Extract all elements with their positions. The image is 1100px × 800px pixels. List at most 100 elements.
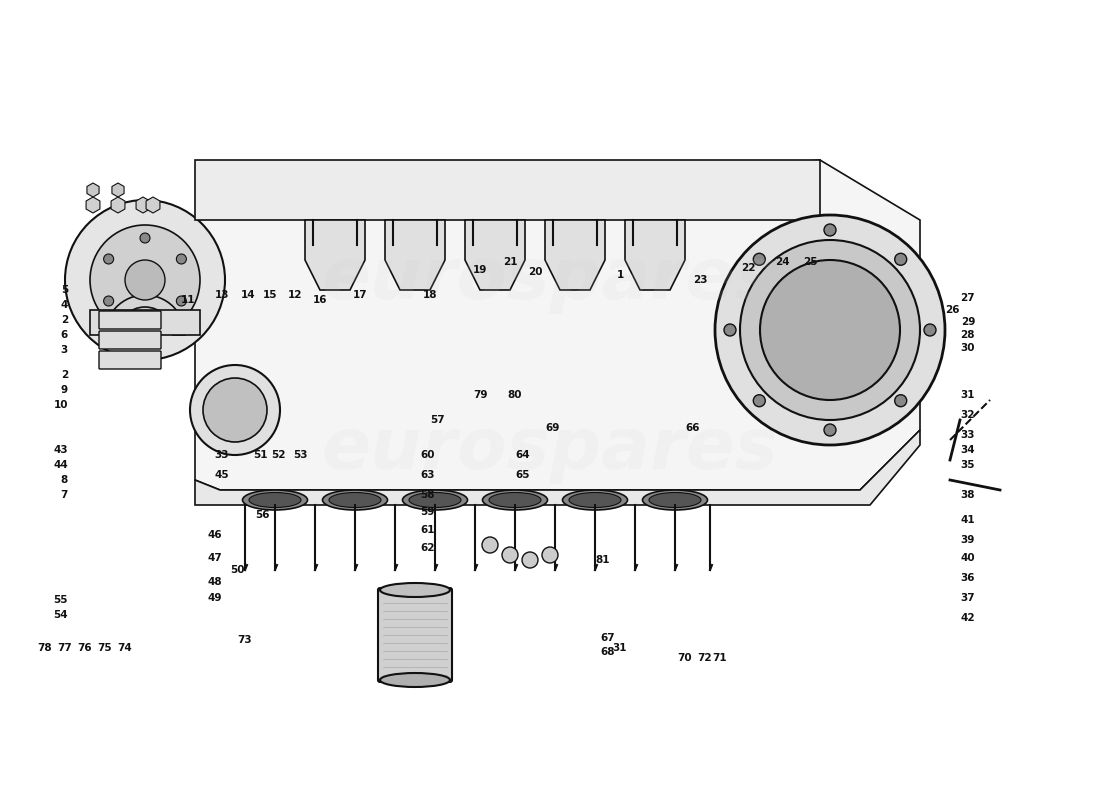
Text: 32: 32: [960, 410, 975, 420]
Circle shape: [90, 225, 200, 335]
Ellipse shape: [403, 490, 467, 510]
Polygon shape: [465, 220, 525, 290]
Text: 20: 20: [528, 267, 542, 277]
Text: 48: 48: [208, 577, 222, 587]
Text: 43: 43: [54, 445, 68, 455]
Circle shape: [754, 254, 766, 266]
Ellipse shape: [483, 490, 548, 510]
Text: 36: 36: [960, 573, 975, 583]
Text: 50: 50: [231, 565, 245, 575]
Polygon shape: [385, 220, 446, 290]
Text: 53: 53: [293, 450, 307, 460]
Text: 73: 73: [238, 635, 252, 645]
Text: 17: 17: [353, 290, 367, 300]
Text: eurospares: eurospares: [321, 415, 779, 485]
Text: 15: 15: [263, 290, 277, 300]
Circle shape: [140, 317, 150, 327]
Text: 60: 60: [420, 450, 434, 460]
Text: 57: 57: [430, 415, 446, 425]
Text: 33: 33: [960, 430, 975, 440]
Text: 3: 3: [60, 345, 68, 355]
Text: 63: 63: [420, 470, 434, 480]
Text: 28: 28: [960, 330, 975, 340]
Text: 71: 71: [713, 653, 727, 663]
Circle shape: [176, 296, 186, 306]
FancyBboxPatch shape: [378, 588, 452, 682]
Text: 35: 35: [960, 460, 975, 470]
Text: 7: 7: [60, 490, 68, 500]
Text: 67: 67: [601, 633, 615, 643]
Text: 6: 6: [60, 330, 68, 340]
Text: 72: 72: [697, 653, 713, 663]
Text: 10: 10: [54, 400, 68, 410]
Circle shape: [65, 200, 226, 360]
Text: 8: 8: [60, 475, 68, 485]
Text: 39: 39: [960, 535, 975, 545]
Circle shape: [103, 296, 113, 306]
Circle shape: [715, 215, 945, 445]
Text: 11: 11: [180, 295, 195, 305]
Circle shape: [740, 240, 920, 420]
FancyBboxPatch shape: [99, 351, 161, 369]
Text: 34: 34: [960, 445, 975, 455]
Text: 25: 25: [803, 257, 817, 267]
Text: 5: 5: [60, 285, 68, 295]
Text: 38: 38: [960, 490, 975, 500]
Ellipse shape: [379, 583, 450, 597]
Circle shape: [760, 260, 900, 400]
Polygon shape: [195, 160, 820, 220]
Text: 18: 18: [422, 290, 438, 300]
Circle shape: [125, 260, 165, 300]
Text: 42: 42: [960, 613, 975, 623]
Text: 2: 2: [60, 370, 68, 380]
Ellipse shape: [562, 490, 627, 510]
Polygon shape: [625, 220, 685, 290]
Text: 29: 29: [960, 317, 975, 327]
Ellipse shape: [649, 493, 701, 507]
Circle shape: [894, 254, 906, 266]
Text: 31: 31: [960, 390, 975, 400]
Text: 1: 1: [616, 270, 624, 280]
Text: 75: 75: [98, 643, 112, 653]
Circle shape: [190, 365, 280, 455]
Circle shape: [522, 552, 538, 568]
Text: 14: 14: [241, 290, 255, 300]
Text: 31: 31: [613, 643, 627, 653]
Text: 13: 13: [214, 290, 229, 300]
Ellipse shape: [569, 493, 622, 507]
Text: 41: 41: [960, 515, 975, 525]
Text: 51: 51: [253, 450, 267, 460]
Ellipse shape: [490, 493, 541, 507]
Circle shape: [924, 324, 936, 336]
Ellipse shape: [329, 493, 381, 507]
Text: 81: 81: [595, 555, 610, 565]
Text: 76: 76: [77, 643, 92, 653]
Text: 23: 23: [693, 275, 707, 285]
Wedge shape: [104, 295, 185, 335]
Text: 46: 46: [208, 530, 222, 540]
Text: 12: 12: [288, 290, 302, 300]
Text: 78: 78: [37, 643, 52, 653]
Ellipse shape: [409, 493, 461, 507]
Text: 30: 30: [960, 343, 975, 353]
Text: 68: 68: [601, 647, 615, 657]
Text: 49: 49: [208, 593, 222, 603]
Text: 40: 40: [960, 553, 975, 563]
Text: 45: 45: [214, 470, 229, 480]
Circle shape: [754, 394, 766, 406]
Text: 47: 47: [207, 553, 222, 563]
Text: 27: 27: [960, 293, 975, 303]
Circle shape: [103, 254, 113, 264]
Text: 61: 61: [420, 525, 434, 535]
Text: 9: 9: [60, 385, 68, 395]
Polygon shape: [195, 430, 920, 505]
Text: 69: 69: [546, 423, 560, 433]
Text: 65: 65: [516, 470, 530, 480]
Text: 26: 26: [946, 305, 960, 315]
Ellipse shape: [379, 673, 450, 687]
Polygon shape: [195, 160, 920, 490]
Ellipse shape: [322, 490, 387, 510]
Text: 54: 54: [54, 610, 68, 620]
Circle shape: [176, 254, 186, 264]
Text: 62: 62: [420, 543, 434, 553]
